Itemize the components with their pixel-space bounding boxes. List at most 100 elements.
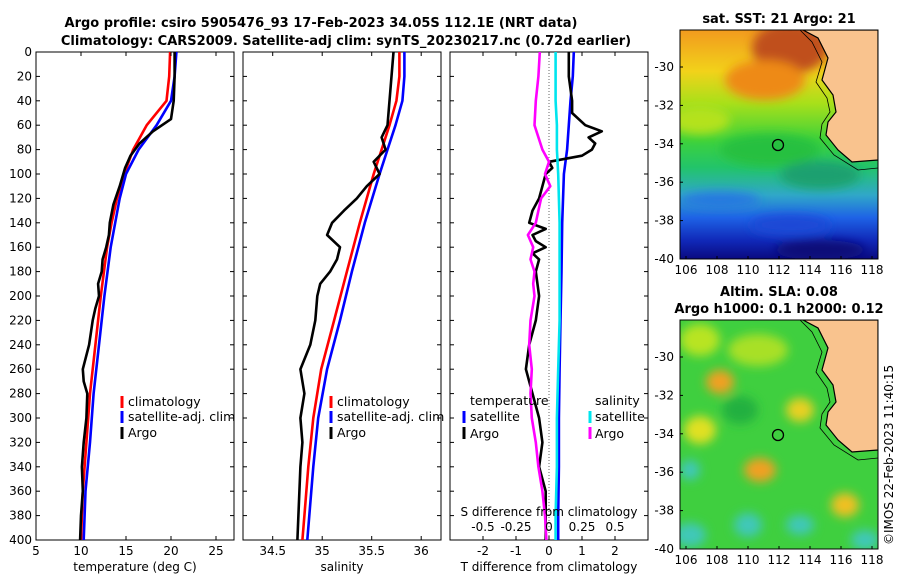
y-tick-label: 200 — [9, 289, 32, 303]
sst-land — [802, 30, 878, 163]
y-tick-label: 80 — [17, 143, 32, 157]
salinity-legend: climatology satellite-adj. clim Argo — [329, 394, 444, 440]
y-tick-label: 40 — [17, 94, 32, 108]
series-line-temperature-argo — [524, 52, 604, 540]
sla-field-features — [680, 324, 878, 549]
map-x-tick-label: 112 — [768, 263, 791, 277]
s-diff-tick-label: -0.5 — [471, 520, 494, 534]
legend-temperature-title: temperature — [470, 393, 549, 408]
map-x-tick-label: 108 — [706, 263, 729, 277]
y-tick-label: 320 — [9, 435, 32, 449]
series-line-salinity-satellite — [554, 52, 561, 540]
map-y-tick-label: -36 — [654, 465, 674, 479]
salinity-xlabel: salinity — [320, 560, 363, 574]
sla-map-subtitle: Argo h1000: 0.1 h2000: 0.12 — [674, 302, 883, 317]
legend-temp-satellite-label: satellite — [470, 409, 520, 424]
series-line-climatology — [301, 52, 401, 540]
temperature-legend: climatology satellite-adj. clim Argo — [120, 394, 235, 440]
series-line-salinity-argo — [526, 52, 552, 540]
map-x-tick-label: 116 — [830, 553, 853, 567]
map-x-tick-label: 106 — [675, 553, 698, 567]
y-tick-label: 0 — [24, 45, 32, 59]
map-y-tick-label: -36 — [654, 175, 674, 189]
series-line-satellite-adj-clim — [306, 52, 406, 540]
s-difference-top-label: S difference from climatology — [461, 505, 638, 519]
legend-climatology-label: climatology — [128, 394, 201, 409]
map-x-tick-label: 110 — [737, 263, 760, 277]
y-tick-label: 60 — [17, 118, 32, 132]
series-line-argo — [296, 52, 395, 540]
map-y-tick-label: -40 — [654, 542, 674, 556]
map-x-tick-label: 118 — [861, 263, 884, 277]
map-y-tick-label: -34 — [654, 427, 674, 441]
map-y-tick-label: -30 — [654, 60, 674, 74]
map-x-tick-label: 114 — [799, 263, 822, 277]
sla-argo-position-marker — [771, 428, 785, 442]
x-tick-label: 36 — [414, 544, 429, 558]
x-tick-label: 0 — [545, 544, 553, 558]
legend-climatology-label: climatology — [337, 394, 410, 409]
sst-field-features — [680, 30, 865, 259]
s-diff-tick-label: 0.5 — [605, 520, 624, 534]
series-line-argo — [78, 52, 176, 540]
legend-argo-label: Argo — [128, 425, 157, 440]
legend-sal-argo-label: Argo — [595, 426, 624, 441]
x-tick-label: 2 — [611, 544, 619, 558]
sst-argo-position-marker — [771, 138, 785, 152]
difference-xlabel: T difference from climatology — [460, 560, 638, 574]
salinity-panel-frame — [242, 51, 442, 541]
sst-map-title: sat. SST: 21 Argo: 21 — [702, 12, 855, 27]
map-y-tick-label: -34 — [654, 137, 674, 151]
y-tick-label: 220 — [9, 313, 32, 327]
map-x-tick-label: 114 — [799, 553, 822, 567]
map-x-tick-label: 106 — [675, 263, 698, 277]
series-line-temperature-satellite — [556, 52, 576, 540]
x-tick-label: 10 — [73, 544, 88, 558]
y-tick-label: 140 — [9, 216, 32, 230]
sla-map — [680, 320, 878, 549]
legend-sal-satellite-label: satellite — [595, 409, 645, 424]
sla-land — [802, 320, 878, 453]
figure-title-line2: Climatology: CARS2009. Satellite-adj cli… — [61, 34, 631, 49]
y-tick-label: 120 — [9, 191, 32, 205]
axes-ticks-and-labels: 5 10 15 20 250204060801001201401601802002202… — [9, 45, 648, 558]
x-tick-label: 1 — [578, 544, 586, 558]
s-diff-tick-label: -0.25 — [500, 520, 531, 534]
x-tick-label: 15 — [118, 544, 133, 558]
y-tick-label: 300 — [9, 411, 32, 425]
y-tick-label: 160 — [9, 240, 32, 254]
legend-argo-label: Argo — [337, 425, 366, 440]
x-tick-label: 5 — [32, 544, 40, 558]
y-tick-label: 100 — [9, 167, 32, 181]
x-tick-label: 34.5 — [259, 544, 286, 558]
x-tick-label: 35 — [315, 544, 330, 558]
y-tick-label: 20 — [17, 69, 32, 83]
map-x-tick-label: 118 — [861, 553, 884, 567]
legend-satellite-label: satellite-adj. clim — [128, 409, 235, 424]
x-tick-label: -1 — [510, 544, 522, 558]
y-tick-label: 360 — [9, 484, 32, 498]
sla-map-title: Altim. SLA: 0.08 — [720, 285, 838, 300]
legend-satellite-label: satellite-adj. clim — [337, 409, 444, 424]
map-y-tick-label: -38 — [654, 504, 674, 518]
y-tick-label: 260 — [9, 362, 32, 376]
series-line-climatology — [79, 52, 172, 540]
salinity-series — [296, 52, 406, 540]
y-tick-label: 280 — [9, 387, 32, 401]
map-y-tick-label: -40 — [654, 252, 674, 266]
x-tick-label: 25 — [208, 544, 223, 558]
map-x-tick-label: 116 — [830, 263, 853, 277]
difference-series — [524, 52, 604, 540]
imos-credit: ©IMOS 22-Feb-2023 11:40:15 — [882, 365, 896, 545]
sla-coast-contour — [799, 320, 878, 461]
temperature-panel-frame — [35, 51, 235, 541]
map-x-tick-label: 110 — [737, 553, 760, 567]
x-tick-label: 20 — [163, 544, 178, 558]
temperature-xlabel: temperature (deg C) — [73, 560, 196, 574]
legend-salinity-title: salinity — [595, 393, 640, 408]
map-y-tick-label: -32 — [654, 98, 674, 112]
y-tick-label: 180 — [9, 265, 32, 279]
map-y-tick-label: -30 — [654, 350, 674, 364]
x-tick-label: 35.5 — [358, 544, 385, 558]
